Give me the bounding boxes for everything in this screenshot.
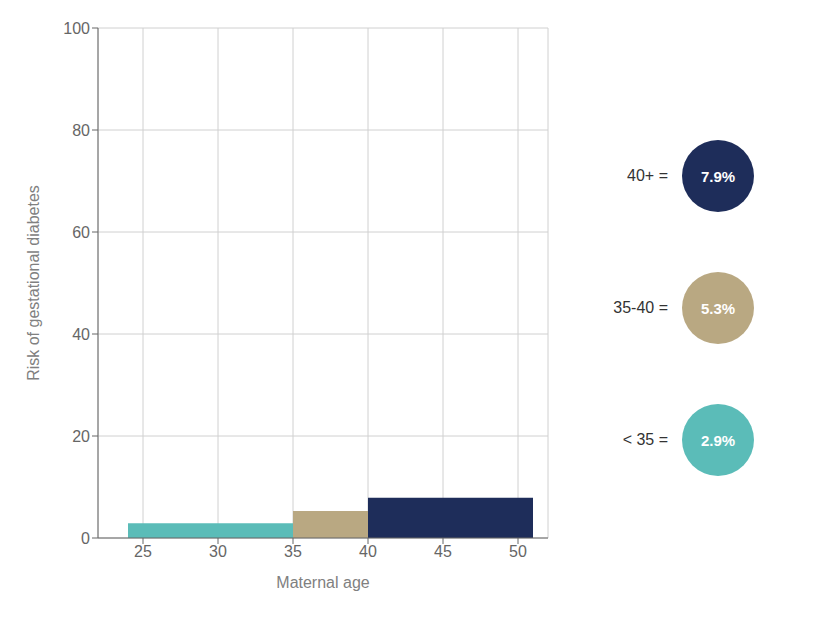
html-text:40+ =: 40+ = xyxy=(627,167,668,184)
svg-text:20: 20 xyxy=(72,428,90,445)
svg-text:40: 40 xyxy=(72,326,90,343)
svg-text:100: 100 xyxy=(63,20,90,37)
svg-text:25: 25 xyxy=(134,543,152,560)
html-text:5.3%: 5.3% xyxy=(700,299,736,317)
html-text:< 35 =: < 35 = xyxy=(622,431,668,448)
svg-text:60: 60 xyxy=(72,224,90,241)
svg-text:Risk of gestational diabetes: Risk of gestational diabetes xyxy=(25,185,42,381)
svg-text:30: 30 xyxy=(209,543,227,560)
svg-text:45: 45 xyxy=(434,543,452,560)
svg-text:80: 80 xyxy=(72,122,90,139)
html-text:7.9%: 7.9% xyxy=(700,167,736,185)
svg-text:35: 35 xyxy=(284,543,302,560)
svg-text:0: 0 xyxy=(81,530,90,547)
html-text:35-40 =: 35-40 = xyxy=(613,299,668,316)
svg-text:40: 40 xyxy=(359,543,377,560)
svg-text:Maternal age: Maternal age xyxy=(276,574,369,591)
html-text:2.9%: 2.9% xyxy=(700,431,736,449)
svg-text:50: 50 xyxy=(509,543,527,560)
